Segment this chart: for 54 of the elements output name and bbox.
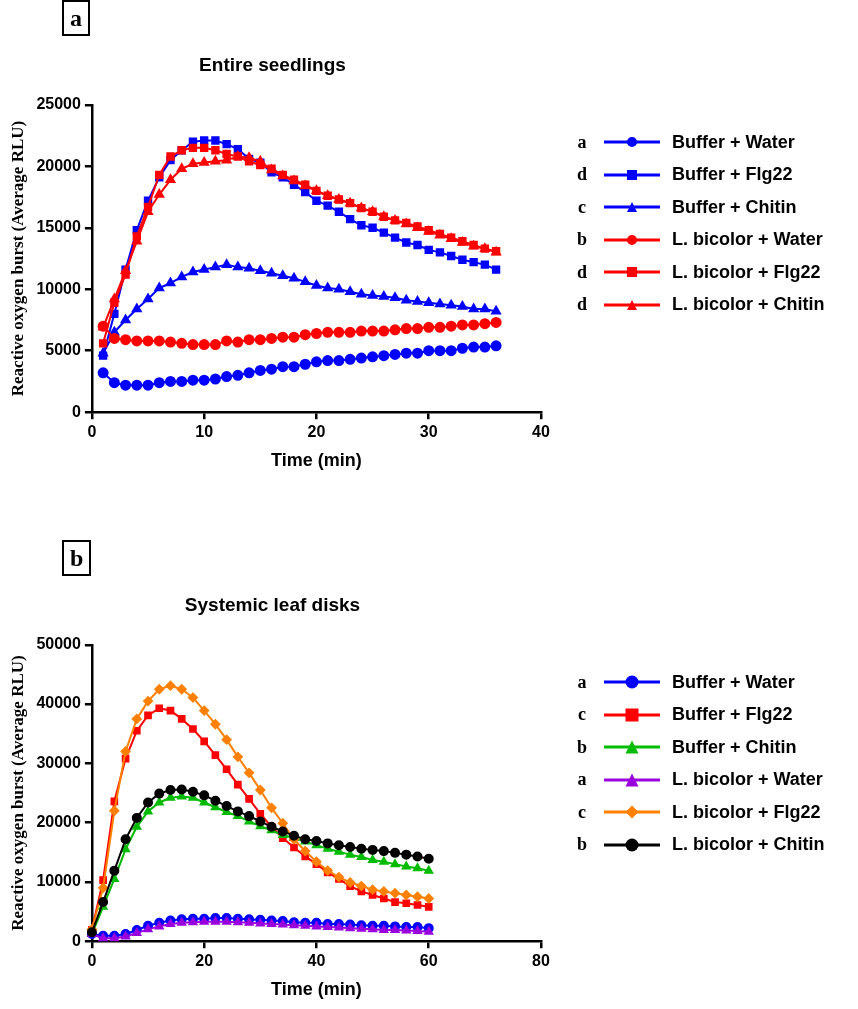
- text: a: [576, 769, 588, 791]
- y-tick-label: 50000: [36, 635, 81, 653]
- y-tick-label: 15000: [36, 218, 81, 236]
- legend-label: Buffer + Flg22: [672, 164, 793, 186]
- legend-label: L. bicolor + Chitin: [672, 834, 825, 856]
- x-tick-label: 60: [419, 952, 438, 970]
- text: b: [576, 736, 588, 758]
- legend-label: L. bicolor + Flg22: [672, 801, 821, 823]
- y-tick-label: 20000: [36, 813, 81, 831]
- x-tick-label: 40: [532, 423, 550, 441]
- text: a: [62, 0, 90, 36]
- x-axis-title: Time (min): [271, 979, 362, 1000]
- text: b: [576, 229, 588, 251]
- y-tick-label: 25000: [36, 95, 81, 113]
- text: b: [62, 540, 92, 576]
- x-tick-label: 0: [87, 423, 97, 441]
- x-tick-label: 10: [195, 423, 214, 441]
- legend-label: L. bicolor + Water: [672, 769, 823, 791]
- legend-label: Buffer + Chitin: [672, 196, 797, 218]
- text: c: [577, 704, 587, 726]
- legend-label: Buffer + Water: [672, 131, 795, 153]
- x-tick-label: 80: [532, 952, 550, 970]
- x-axis-title: Time (min): [271, 450, 362, 471]
- text: d: [576, 164, 588, 186]
- legend-label: Buffer + Chitin: [672, 736, 797, 758]
- y-tick-label: 0: [71, 931, 81, 949]
- x-tick-label: 20: [307, 423, 326, 441]
- legend-label: Buffer + Flg22: [672, 704, 793, 726]
- legend-label: L. bicolor + Chitin: [672, 294, 825, 316]
- y-tick-label: 10000: [36, 279, 81, 297]
- text: a: [576, 671, 588, 693]
- chart-title: Entire seedlings: [199, 53, 346, 75]
- y-tick-label: 30000: [36, 753, 81, 771]
- text: c: [577, 801, 587, 823]
- chart-title: Systemic leaf disks: [184, 593, 361, 615]
- y-tick-label: 40000: [36, 694, 81, 712]
- x-tick-label: 30: [419, 423, 438, 441]
- legend-label: Buffer + Water: [672, 671, 795, 693]
- text: a: [576, 131, 588, 153]
- y-tick-label: 20000: [36, 156, 81, 174]
- x-tick-label: 20: [195, 952, 214, 970]
- legend-label: L. bicolor + Water: [672, 229, 823, 251]
- y-axis-title: Reactive oxygen burst (Average RLU): [7, 655, 27, 931]
- text: c: [577, 196, 587, 218]
- legend-label: L. bicolor + Flg22: [672, 261, 821, 283]
- y-tick-label: 0: [71, 402, 81, 420]
- y-tick-label: 5000: [45, 341, 81, 359]
- text: d: [576, 261, 588, 283]
- y-tick-label: 10000: [36, 872, 81, 890]
- text: d: [576, 294, 588, 316]
- x-tick-label: 40: [307, 952, 326, 970]
- text: b: [576, 834, 588, 856]
- y-axis-title: Reactive oxygen burst (Average RLU): [7, 120, 27, 397]
- x-tick-label: 0: [87, 952, 97, 970]
